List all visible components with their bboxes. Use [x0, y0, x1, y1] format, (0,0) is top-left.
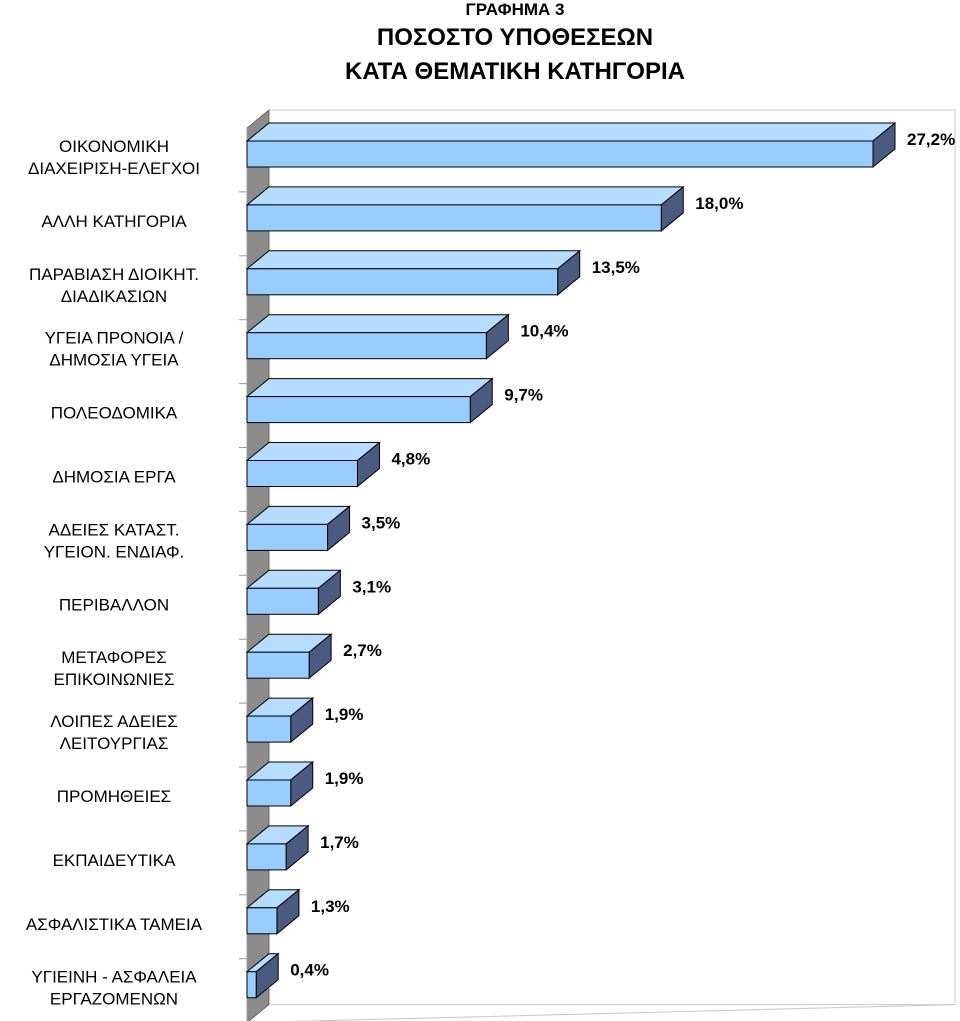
- bar-top-face: [245, 186, 685, 206]
- data-label: 18,0%: [695, 194, 743, 213]
- category-label: ΠΑΡΑΒΙΑΣΗ ΔΙΟΙΚΗΤ.: [29, 265, 199, 284]
- data-label: 9,7%: [504, 386, 543, 405]
- category-label: ΠΟΛΕΟΔΟΜΙΚΑ: [51, 404, 178, 423]
- bar: [246, 332, 487, 360]
- chart-back-wall: [246, 109, 270, 1021]
- bar: [246, 843, 287, 871]
- bar: [246, 651, 310, 679]
- category-label: ΥΓΕΙΑ ΠΡΟΝΟΙΑ /: [45, 329, 184, 348]
- category-label: ΑΔΕΙΕΣ ΚΑΤΑΣΤ.: [49, 520, 180, 539]
- data-label: 10,4%: [520, 322, 568, 341]
- bar: [246, 140, 874, 168]
- category-label: ΜΕΤΑΦΟΡΕΣ: [61, 648, 166, 667]
- category-label: ΔΗΜΟΣΙΑ ΥΓΕΙΑ: [49, 351, 179, 370]
- bar: [246, 715, 292, 743]
- bar: [246, 396, 471, 424]
- data-label: 1,9%: [325, 705, 364, 724]
- bar-top-face: [245, 314, 510, 334]
- category-label: ΥΓΕΙΟΝ. ΕΝΔΙΑΦ.: [44, 542, 185, 561]
- bar-top-face: [245, 250, 582, 270]
- category-label: ΠΡΟΜΗΘΕΙΕΣ: [57, 787, 171, 806]
- category-label: ΔΙΑΧΕΙΡΙΣΗ-ΕΛΕΓΧΟΙ: [28, 159, 200, 178]
- data-label: 4,8%: [391, 450, 430, 469]
- data-label: 1,7%: [320, 833, 359, 852]
- category-label: ΑΣΦΑΛΙΣΤΙΚΑ ΤΑΜΕΙΑ: [26, 915, 203, 934]
- category-label: ΕΡΓΑΖΟΜΕΝΩΝ: [50, 990, 178, 1009]
- data-label: 2,7%: [343, 641, 382, 660]
- bar-top-face: [245, 442, 381, 461]
- bar: [246, 907, 278, 935]
- data-label: 13,5%: [592, 258, 640, 277]
- category-label: ΛΟΙΠΕΣ ΑΔΕΙΕΣ: [50, 712, 177, 731]
- category-label: ΥΓΙΕΙΝΗ - ΑΣΦΑΛΕΙΑ: [31, 968, 197, 987]
- category-label: ΕΚΠΑΙΔΕΥΤΙΚΑ: [53, 851, 176, 870]
- chart-title-line-2: ΚΑΤΑ ΘΕΜΑΤΙΚΗ ΚΑΤΗΓΟΡΙΑ: [345, 58, 685, 85]
- category-label: ΔΙΑΔΙΚΑΣΙΩΝ: [61, 287, 167, 306]
- data-label: 27,2%: [907, 130, 955, 149]
- data-label: 0,4%: [290, 961, 329, 980]
- chart-title-line-1: ΠΟΣΟΣΤΟ ΥΠΟΘΕΣΕΩΝ: [376, 24, 654, 51]
- bar: [246, 268, 559, 296]
- bar: [246, 779, 292, 807]
- category-label: ΟΙΚΟΝΟΜΙΚΗ: [59, 137, 169, 156]
- data-label: 3,1%: [352, 577, 391, 596]
- category-label: ΕΠΙΚΟΙΝΩΝΙΕΣ: [54, 670, 175, 689]
- data-label: 1,9%: [325, 769, 364, 788]
- data-label: 3,5%: [362, 513, 401, 532]
- bar: [246, 587, 319, 615]
- bar-top-face: [245, 122, 897, 142]
- bar: [246, 460, 358, 487]
- category-label: ΛΕΙΤΟΥΡΓΙΑΣ: [60, 734, 169, 753]
- category-label: ΔΗΜΟΣΙΑ ΕΡΓΑ: [52, 467, 176, 486]
- category-label: ΑΛΛΗ ΚΑΤΗΓΟΡΙΑ: [41, 212, 187, 231]
- bar: [246, 204, 662, 232]
- figure-label: ΓΡΑΦΗΜΑ 3: [465, 0, 565, 19]
- bar: [246, 971, 257, 999]
- chart-frame: [269, 109, 956, 1021]
- chart-titles: ΓΡΑΦΗΜΑ 3 ΠΟΣΟΣΤΟ ΥΠΟΘΕΣΕΩΝ ΚΑΤΑ ΘΕΜΑΤΙΚ…: [0, 0, 960, 87]
- bar-top-face: [245, 378, 494, 398]
- data-label: 1,3%: [311, 897, 350, 916]
- bar: [246, 523, 329, 551]
- category-label: ΠΕΡΙΒΑΛΛΟΝ: [59, 595, 169, 614]
